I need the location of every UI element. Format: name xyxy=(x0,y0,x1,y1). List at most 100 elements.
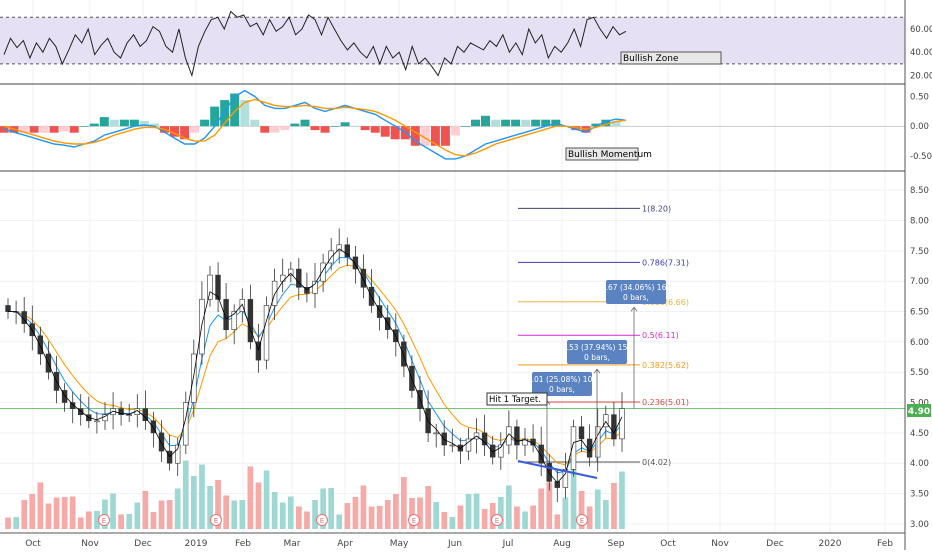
volume-bar xyxy=(29,494,36,529)
macd-histogram-bar xyxy=(571,126,581,131)
macd-line xyxy=(3,89,627,160)
candle-body xyxy=(360,268,367,288)
macd-histogram-bar xyxy=(601,119,611,127)
volume-bar xyxy=(263,470,270,529)
volume-bar xyxy=(287,496,294,529)
volume-bar xyxy=(570,469,577,529)
earnings-marker-label: E xyxy=(320,517,324,525)
time-axis: Oct Nov Dec 2019 Feb Mar Apr May Jun Jul Aug Sep Oct… xyxy=(25,539,893,549)
volume-bar xyxy=(393,494,399,529)
price-panel: 1(8.20)0.786(7.31)0.618(6.66)0.5(6.11)0.… xyxy=(0,186,931,530)
candle-body xyxy=(619,408,625,440)
volume-bar xyxy=(304,511,310,529)
macd-histogram-bar xyxy=(129,119,139,127)
candle-body xyxy=(441,432,447,446)
x-tick-label: 2019 xyxy=(185,539,208,549)
volume-bar xyxy=(255,482,262,529)
candle-body xyxy=(562,468,569,488)
macd-histogram-bar xyxy=(430,126,440,146)
volume-bar xyxy=(352,497,359,529)
candle-body xyxy=(530,438,536,446)
macd-histogram-bar xyxy=(99,117,109,127)
candle-body xyxy=(336,244,342,252)
volume-bar xyxy=(86,511,92,529)
volume-bar xyxy=(182,460,189,529)
volume-bar xyxy=(465,494,472,529)
price-tick-label: 6.50 xyxy=(910,308,929,318)
macd-histogram-bar xyxy=(59,126,69,132)
macd-annotation: Bullish Momentum xyxy=(568,150,652,160)
candle-body xyxy=(554,481,561,488)
macd-histogram-bar xyxy=(501,119,511,127)
rsi-panel: Bullish Zone 60.00 40.00 20.00 xyxy=(0,10,932,82)
macd-histogram-bar xyxy=(220,100,230,127)
fib-level-label: 0(4.02) xyxy=(642,458,671,467)
candle-body xyxy=(5,305,11,312)
price-tick-label: 7.00 xyxy=(910,277,929,287)
volume-bar xyxy=(401,477,407,529)
x-tick-label: Jun xyxy=(447,539,462,549)
volume-bar xyxy=(449,517,456,529)
x-tick-label: Jul xyxy=(502,539,514,549)
macd-histogram-bar xyxy=(330,126,340,127)
rsi-annotation: Bullish Zone xyxy=(623,54,679,64)
volume-bar xyxy=(53,497,60,529)
volume-bar xyxy=(199,464,205,529)
target-annotation: Hit 1 Target. xyxy=(489,395,541,405)
volume-bar xyxy=(320,488,326,529)
macd-histogram-bar xyxy=(481,115,490,127)
candle-body xyxy=(37,335,44,355)
earnings-marker-label: E xyxy=(412,517,416,525)
volume-bars xyxy=(5,460,625,529)
candle-body xyxy=(320,262,326,282)
volume-bar xyxy=(360,485,367,529)
volume-bar xyxy=(94,511,100,529)
volume-bar xyxy=(586,506,593,529)
earnings-marker[interactable] xyxy=(98,514,110,526)
volume-bar xyxy=(231,500,238,529)
measure-label: 1.53 (37.94%) 153 xyxy=(562,343,632,352)
macd-histogram-bar xyxy=(521,119,531,127)
volume-bar xyxy=(5,517,11,529)
earnings-marker[interactable] xyxy=(491,514,503,526)
candle-body xyxy=(215,274,221,300)
volume-bar xyxy=(506,485,512,529)
volume-bar xyxy=(69,496,76,529)
candle-body xyxy=(69,402,76,410)
volume-bar xyxy=(215,480,221,529)
volume-bar xyxy=(110,493,116,529)
macd-tick-label: -0.50 xyxy=(910,152,932,162)
volume-bar xyxy=(142,491,149,529)
candle-body xyxy=(191,353,197,403)
candle-body xyxy=(465,438,472,452)
earnings-marker[interactable] xyxy=(408,514,420,526)
candle-body xyxy=(142,408,148,422)
earnings-marker[interactable] xyxy=(316,514,328,526)
volume-bar xyxy=(134,502,141,529)
target-annotation-box xyxy=(486,392,548,406)
trend-line xyxy=(517,460,598,479)
rsi-axis: 60.00 40.00 20.00 xyxy=(910,25,932,82)
rsi-tick-label: 60.00 xyxy=(910,25,932,35)
macd-annotation-box xyxy=(565,147,639,161)
macd-histogram-bar xyxy=(49,126,59,133)
candle-body xyxy=(401,341,407,367)
earnings-marker[interactable] xyxy=(576,514,588,526)
price-tick-label: 5.50 xyxy=(910,368,929,378)
volume-bar xyxy=(312,500,318,529)
candle-body xyxy=(538,444,544,464)
earnings-marker[interactable] xyxy=(210,514,222,526)
volume-bar xyxy=(498,497,504,529)
volume-bar xyxy=(425,486,431,529)
rsi-tick-label: 20.00 xyxy=(910,72,932,82)
macd-histogram-bar xyxy=(541,119,551,127)
candle-body xyxy=(498,444,504,458)
volume-bar xyxy=(481,509,488,529)
macd-histogram-bar xyxy=(150,123,159,127)
macd-axis: 0.50 0.00 -0.50 xyxy=(910,93,932,162)
volume-bar xyxy=(554,514,561,529)
macd-signal-line xyxy=(3,98,627,157)
